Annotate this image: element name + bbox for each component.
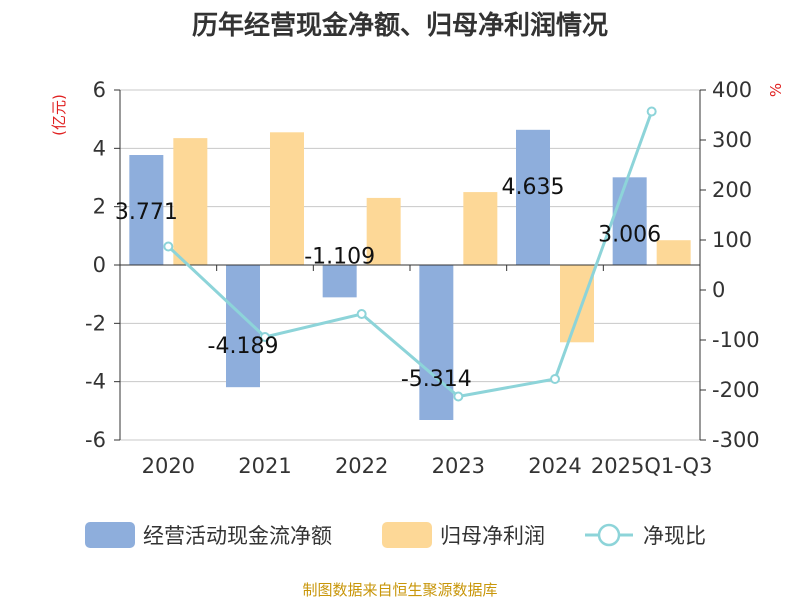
left-tick-label: -6 xyxy=(85,428,106,452)
cashflow-bar xyxy=(322,265,357,298)
ratio-point xyxy=(163,241,174,252)
left-tick-label: 2 xyxy=(93,195,106,219)
cashflow-data-label: 4.635 xyxy=(502,175,565,200)
legend: 经营活动现金流净额 归母净利润 净现比 xyxy=(85,522,706,548)
right-axis-unit: % xyxy=(767,83,785,97)
category-label: 2020 xyxy=(142,454,195,478)
category-label: 2023 xyxy=(432,454,485,478)
cashflow-data-label: 3.771 xyxy=(115,200,178,225)
right-tick-label: 200 xyxy=(712,178,752,202)
ratio-line xyxy=(163,106,657,402)
legend-marker xyxy=(597,523,621,547)
cashflow-bar xyxy=(612,177,647,265)
left-axis-unit: (亿元) xyxy=(50,94,68,136)
left-tick-label: 0 xyxy=(93,253,106,277)
data-labels: 3.771 -4.189 -1.109 -5.314 4.635 3.006 xyxy=(115,175,661,392)
left-tick-label: -2 xyxy=(85,311,106,335)
ratio-point xyxy=(646,106,657,117)
category-label: 2025Q1-Q3 xyxy=(591,454,713,478)
category-label: 2024 xyxy=(528,454,581,478)
axes: 6 4 2 0 -2 -4 -6 400 300 200 100 0 -100 -200 -300 (亿元)%… xyxy=(50,78,785,478)
cashflow-bar xyxy=(516,129,550,265)
cashflow-data-label: 3.006 xyxy=(598,222,661,247)
ratio-point xyxy=(453,391,464,402)
left-tick-label: -4 xyxy=(85,370,106,394)
right-tick-label: -300 xyxy=(712,428,760,452)
right-tick-label: -200 xyxy=(712,378,760,402)
left-tick-label: 4 xyxy=(93,136,106,160)
chart-title: 历年经营现金净额、归母净利润情况 xyxy=(192,10,608,41)
legend-label: 经营活动现金流净额 xyxy=(143,524,332,548)
net-profit-bar xyxy=(270,132,304,265)
legend-swatch xyxy=(382,522,432,548)
ratio-point xyxy=(550,374,560,384)
legend-swatch xyxy=(85,522,135,548)
right-tick-label: -100 xyxy=(712,328,760,352)
right-tick-label: 400 xyxy=(712,78,752,102)
category-label: 2021 xyxy=(238,454,291,478)
source-note: 制图数据来自恒生聚源数据库 xyxy=(302,581,497,599)
ratio-line-path xyxy=(167,110,654,399)
net-profit-bar xyxy=(656,240,691,265)
right-tick-label: 300 xyxy=(712,128,752,152)
left-tick-label: 6 xyxy=(93,78,106,102)
right-tick-label: 100 xyxy=(712,228,752,252)
cashflow-data-label: -5.314 xyxy=(401,367,472,392)
cashflow-bar xyxy=(419,265,454,420)
cashflow-data-label: -4.189 xyxy=(208,334,279,359)
net-profit-bar xyxy=(366,197,401,265)
right-tick-label: 0 xyxy=(712,278,725,302)
ratio-point xyxy=(260,332,270,342)
category-label: 2022 xyxy=(335,454,388,478)
net-profit-bar xyxy=(173,138,208,265)
cashflow-bar xyxy=(129,155,164,265)
cashflow-data-label: -1.109 xyxy=(304,244,375,269)
ratio-point xyxy=(356,309,367,319)
net-profit-bar xyxy=(463,192,498,265)
net-profit-bar xyxy=(560,265,594,343)
legend-label: 归母净利润 xyxy=(440,524,545,548)
legend-label: 净现比 xyxy=(643,524,706,548)
